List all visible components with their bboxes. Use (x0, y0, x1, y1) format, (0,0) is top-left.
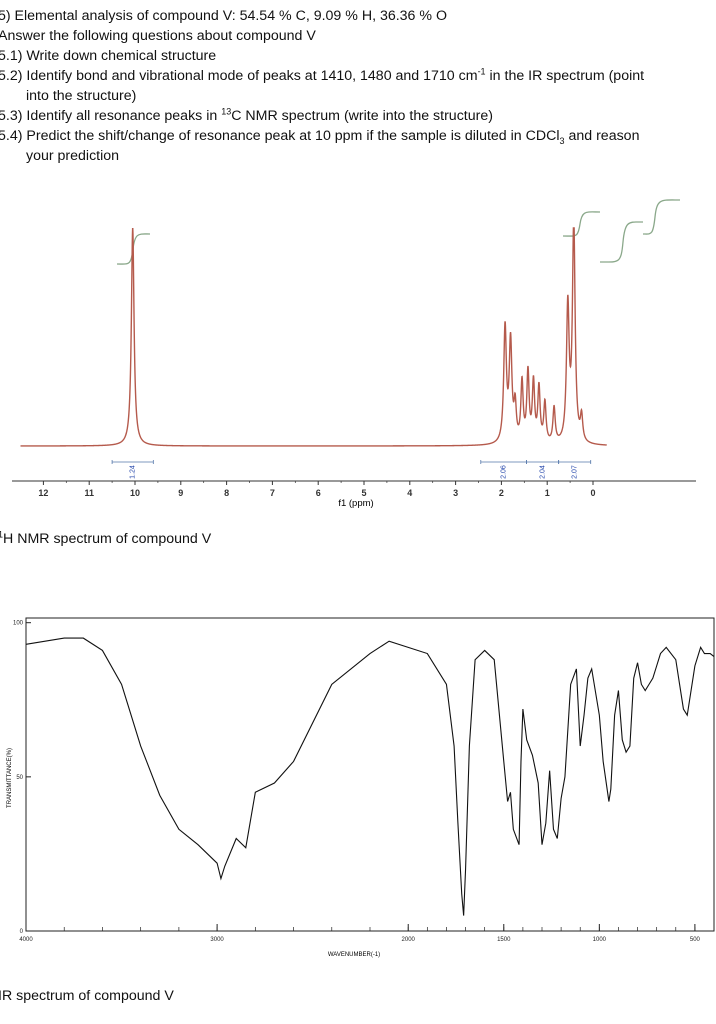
question-5-2-text: 5.2) Identify bond and vibrational mode … (0, 68, 478, 84)
question-5-3-text-b: C NMR spectrum (write into the structure… (231, 108, 493, 124)
ir-y-axis-label: TRANSMITTANCE(%) (7, 748, 13, 808)
nmr-x-tick-label: 12 (38, 488, 48, 498)
nmr-x-tick-label: 1 (545, 488, 550, 498)
nmr-caption-sup: 1 (0, 529, 4, 540)
nmr-integral-curve-4 (642, 199, 681, 235)
ir-x-tick-label: 1500 (497, 937, 511, 943)
question-5-3: 5.3) Identify all resonance peaks in 13C… (0, 106, 493, 126)
nmr-integral-curve-3 (599, 221, 644, 263)
nmr-x-tick-label: 5 (361, 488, 366, 498)
nmr-x-tick-label: 8 (224, 488, 229, 498)
question-5-2-sup: -1 (477, 66, 486, 77)
nmr-x-tick-label: 10 (130, 488, 140, 498)
nmr-integral-label: 2.07 (572, 465, 579, 479)
nmr-x-axis-label: f1 (ppm) (338, 498, 373, 509)
ir-x-tick-label: 3000 (210, 937, 224, 943)
ir-x-tick-label: 1000 (593, 937, 607, 943)
ir-y-tick-label: 50 (16, 775, 23, 781)
ir-x-tick-label: 2000 (402, 937, 416, 943)
nmr-x-tick-label: 2 (499, 488, 504, 498)
question-5-2-cont: into the structure) (26, 88, 137, 104)
question-5-2: 5.2) Identify bond and vibrational mode … (0, 66, 644, 86)
ir-plot-frame (25, 617, 715, 932)
question-header: 5) Elemental analysis of compound V: 54.… (0, 8, 447, 24)
nmr-x-tick-label: 9 (178, 488, 183, 498)
nmr-x-tick-label: 4 (407, 488, 412, 498)
question-5-4-cont: your prediction (26, 148, 120, 164)
question-5-3-text: 5.3) Identify all resonance peaks in (0, 108, 222, 124)
nmr-caption: 1H NMR spectrum of compound V (0, 529, 212, 547)
ir-y-tick-label: 0 (20, 929, 24, 935)
nmr-x-tick-label: 3 (453, 488, 458, 498)
ir-caption: IR spectrum of compound V (0, 988, 174, 1004)
ir-x-tick-label: 500 (690, 937, 701, 943)
nmr-x-tick-label: 6 (316, 488, 321, 498)
question-5-2-text-b: in the IR spectrum (point (485, 68, 645, 84)
nmr-caption-text: H NMR spectrum of compound V (3, 531, 212, 547)
question-5-4: 5.4) Predict the shift/change of resonan… (0, 126, 639, 146)
ir-spectrum-line (25, 637, 715, 916)
question-5-1: 5.1) Write down chemical structure (0, 48, 217, 64)
ir-x-axis-label: WAVENUMBER(-1) (328, 952, 380, 958)
question-5-4-text: 5.4) Predict the shift/change of resonan… (0, 128, 560, 144)
nmr-integral-curve-2 (562, 211, 601, 237)
nmr-integral-label: 2.06 (501, 465, 508, 479)
nmr-integral-label: 2.04 (540, 465, 547, 479)
ir-y-tick-label: 100 (13, 621, 24, 627)
question-5-4-text-b: and reason (564, 128, 640, 144)
nmr-integral-label: 1.24 (130, 465, 137, 479)
nmr-spectrum-line (20, 227, 607, 447)
ir-x-tick-label: 4000 (19, 937, 33, 943)
question-intro: Answer the following questions about com… (0, 28, 316, 44)
question-5-4-sub: 3 (559, 135, 565, 146)
nmr-x-tick-label: 0 (590, 488, 595, 498)
nmr-x-tick-label: 11 (84, 488, 94, 498)
nmr-spectrum-chart: 1.24 2.06 2.04 2.07 12 11 10 9 8 7 6 5 4 3 2 1 0 f1 (pp… (12, 199, 696, 509)
nmr-x-tick-label: 7 (270, 488, 275, 498)
question-5-3-sup: 13 (221, 106, 232, 117)
